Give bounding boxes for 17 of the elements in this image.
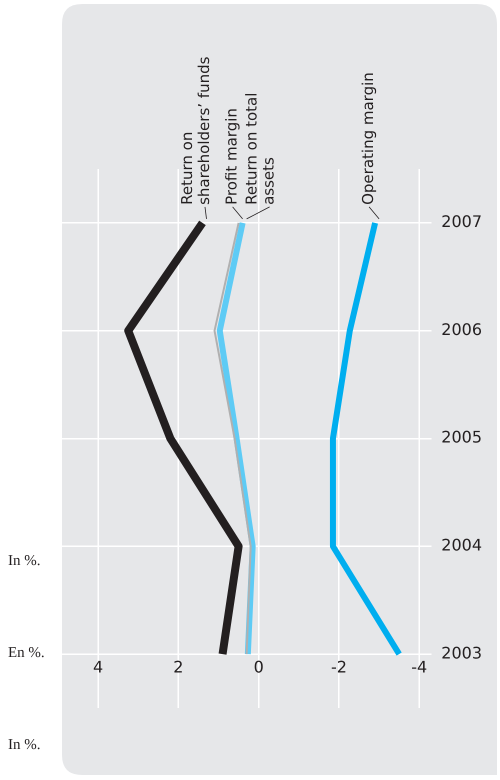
text: Return on shareholders’ funds [178, 56, 213, 205]
x-tick-label: 0 [254, 658, 264, 677]
text: Profit margin [222, 108, 241, 205]
x-tick-label: 4 [93, 658, 104, 677]
y-tick-label: 2005 [441, 428, 482, 447]
text: In %. [8, 552, 40, 569]
x-tick-label: -2 [330, 658, 347, 677]
text: In %. [8, 736, 40, 753]
y-tick-label: 2007 [441, 212, 482, 232]
text: En %. [8, 644, 45, 661]
text: Return on total assets [242, 92, 278, 205]
y-tick-label: 2003 [441, 643, 482, 662]
text: Operating margin [358, 72, 377, 205]
y-tick-label: 2006 [441, 320, 482, 339]
y-tick-label: 2004 [441, 535, 482, 554]
x-tick-label: 2 [173, 658, 184, 677]
x-tick-label: -4 [411, 658, 428, 677]
